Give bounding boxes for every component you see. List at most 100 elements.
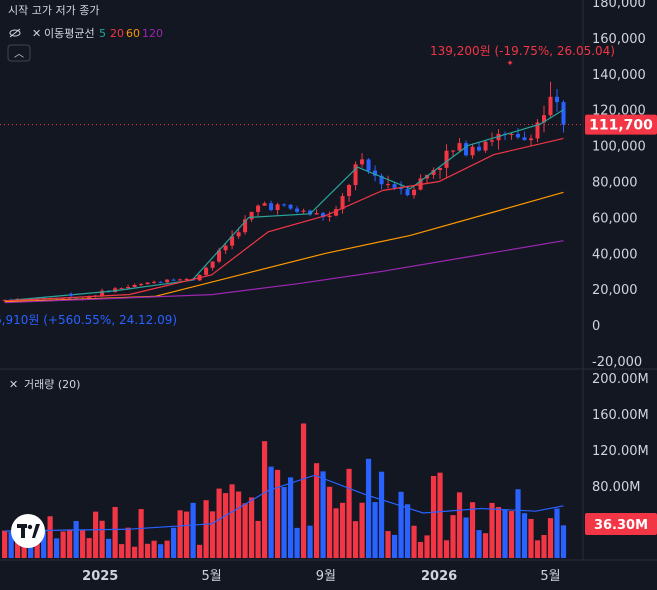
candle-body — [412, 189, 417, 196]
volume-bar — [554, 508, 560, 558]
candle-body — [327, 215, 332, 218]
candle-body — [152, 281, 157, 283]
moving-average-lines — [4, 109, 564, 304]
close-icon[interactable]: ✕ — [32, 27, 41, 40]
volume-bar — [430, 475, 437, 558]
candle-body — [126, 287, 131, 289]
volume-bar — [2, 530, 8, 558]
volume-axis-tick: 200.00M — [592, 372, 649, 387]
candle-body — [256, 205, 261, 212]
candle-body — [438, 167, 443, 171]
volume-bar — [216, 488, 222, 558]
collapse-legend-button[interactable]: ︿ — [7, 44, 31, 62]
volume-bar — [547, 518, 554, 558]
candle-body — [399, 187, 404, 190]
volume-legend[interactable]: ✕ 거래량 (20) — [9, 378, 80, 391]
volume-bar — [560, 525, 567, 558]
high-annotation: ✦ 139,200원 (-19.75%, 26.05.04) — [430, 44, 615, 69]
volume-bar — [411, 525, 417, 558]
candle-body — [236, 232, 241, 237]
candle-body — [548, 96, 553, 116]
candle-body — [490, 140, 495, 142]
candle-body — [262, 203, 267, 206]
ma-legend[interactable]: ✕ 이동평균선 5 20 60 120 — [9, 27, 163, 40]
price-axis-tick: -20,000 — [592, 355, 642, 370]
volume-bar — [476, 530, 482, 558]
volume-bar — [320, 471, 326, 558]
candle-body — [275, 204, 280, 211]
candle-body — [321, 213, 326, 218]
volume-close-icon[interactable]: ✕ — [9, 378, 18, 391]
candle-body — [145, 282, 150, 285]
price-axis-tick: 100,000 — [592, 140, 646, 155]
eye-icon[interactable] — [9, 28, 21, 38]
time-axis-tick: 9월 — [316, 569, 336, 584]
volume-axis: 200.00M 160.00M 120.00M 80.00M — [592, 372, 649, 495]
volume-bar — [385, 531, 391, 558]
volume-bar — [261, 441, 268, 558]
candle-body — [561, 102, 566, 125]
candle-body — [509, 133, 514, 135]
volume-bar — [164, 540, 170, 558]
ohlc-legend: 시작 고가 저가 종가 — [8, 4, 99, 17]
candle-body — [451, 150, 456, 152]
candle-body — [353, 164, 358, 186]
volume-bar — [106, 538, 112, 558]
volume-legend-title: 거래량 (20) — [24, 378, 80, 391]
candle-body — [178, 279, 183, 281]
volume-bar — [482, 533, 489, 558]
volume-bar — [294, 527, 300, 558]
volume-bar — [99, 520, 105, 558]
volume-bar — [326, 486, 333, 558]
candle-body — [444, 150, 449, 168]
volume-bar — [67, 529, 73, 558]
volume-bar — [112, 506, 118, 558]
volume-bar — [333, 508, 339, 558]
volume-bar — [138, 509, 144, 558]
time-axis-tick: 2026 — [421, 569, 457, 584]
candle-body — [308, 210, 313, 215]
volume-bar — [469, 502, 476, 558]
volume-badge-bg — [585, 513, 657, 535]
volume-bar — [378, 471, 385, 558]
volume-bar — [398, 491, 404, 558]
volume-bar — [489, 502, 495, 558]
volume-bar — [300, 423, 307, 558]
volume-bar — [437, 472, 443, 558]
volume-bar — [235, 491, 242, 558]
volume-bar — [222, 493, 229, 558]
volume-bar — [443, 540, 450, 558]
candle-body — [405, 189, 410, 196]
volume-bar — [190, 502, 196, 558]
volume-bar — [125, 527, 131, 558]
volume-bar — [281, 487, 287, 558]
candle-body — [379, 175, 384, 185]
volume-bar — [274, 469, 281, 558]
volume-axis-tick: 80.00M — [592, 480, 640, 495]
candle-body — [431, 170, 436, 175]
candle-body — [522, 137, 527, 141]
volume-bar — [28, 543, 34, 558]
candle-body — [184, 278, 189, 280]
tradingview-logo-icon[interactable] — [11, 514, 45, 548]
volume-bar — [541, 534, 547, 558]
volume-bars — [2, 423, 567, 558]
volume-bar — [47, 516, 53, 558]
ma-legend-title: 이동평균선 — [44, 27, 95, 40]
ma-legend-5: 5 — [99, 27, 106, 40]
chevron-up-icon: ︿ — [14, 49, 24, 60]
candle-body — [457, 143, 462, 151]
volume-bar — [287, 477, 294, 558]
candle-body — [334, 209, 339, 216]
volume-bar — [339, 502, 346, 558]
volume-bar — [132, 546, 138, 558]
volume-bar — [86, 538, 92, 558]
volume-bar — [158, 544, 164, 558]
volume-bar — [456, 492, 463, 558]
candle-body — [535, 122, 540, 139]
volume-bar — [60, 531, 66, 558]
candle-body — [217, 250, 222, 262]
candle-body — [158, 281, 163, 283]
price-axis-tick: 20,000 — [592, 283, 638, 298]
